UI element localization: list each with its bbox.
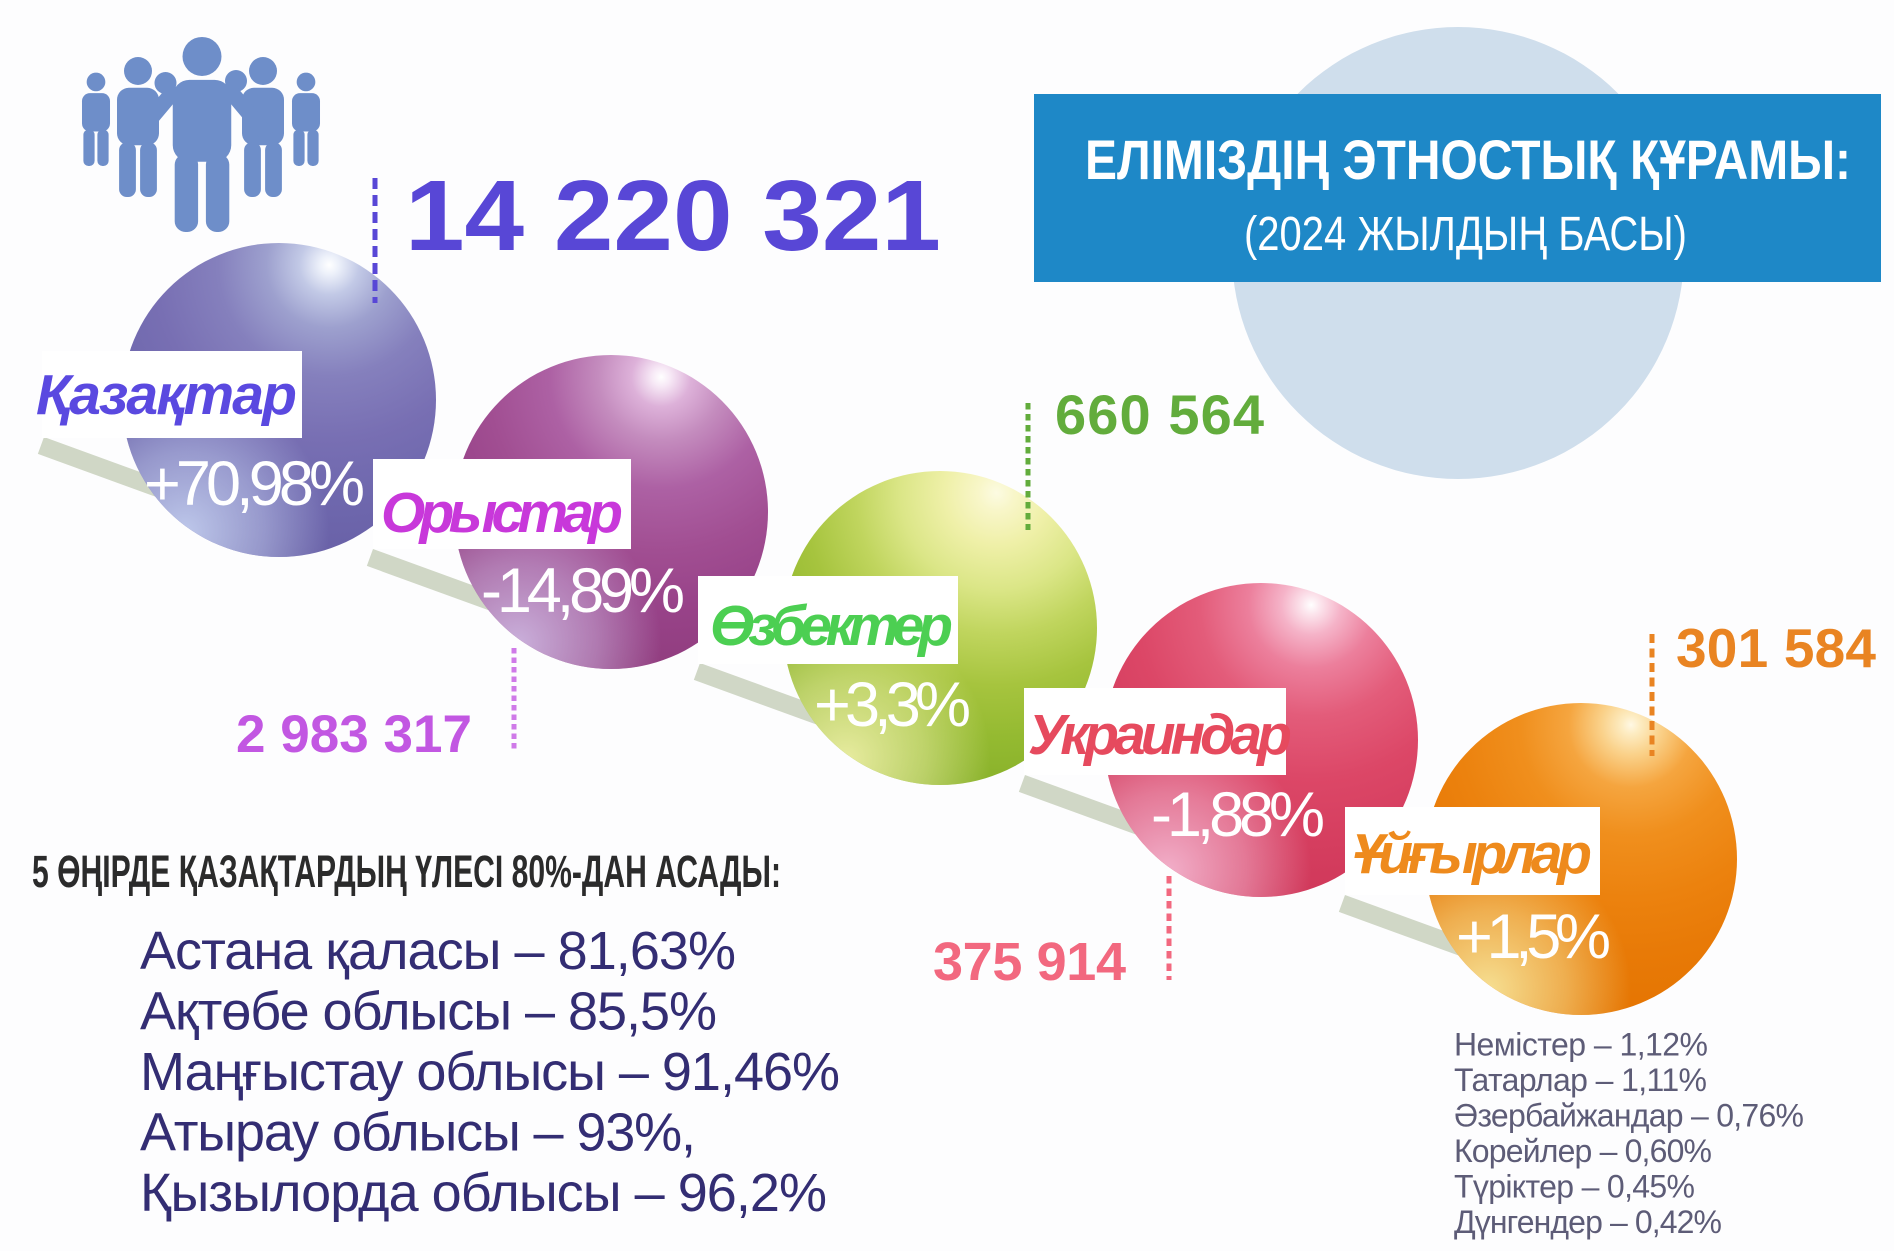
svg-text:ЕЛІМІЗДІҢ ЭТНОСТЫҚ ҚҰРАМЫ:: ЕЛІМІЗДІҢ ЭТНОСТЫҚ ҚҰРАМЫ:: [1085, 128, 1851, 191]
svg-text:5 ӨҢІРДЕ ҚАЗАҚТАРДЫҢ ҮЛЕСІ 80%: 5 ӨҢІРДЕ ҚАЗАҚТАРДЫҢ ҮЛЕСІ 80%-ДАН АСАДЫ…: [32, 846, 781, 897]
svg-text:375 914: 375 914: [933, 932, 1126, 992]
svg-text:Астана қаласы – 81,63%: Астана қаласы – 81,63%: [140, 921, 736, 981]
svg-text:+3,3%: +3,3%: [814, 670, 971, 740]
svg-text:Ұйғырлар: Ұйғырлар: [1352, 822, 1592, 886]
svg-text:Татарлар – 1,11%: Татарлар – 1,11%: [1454, 1062, 1707, 1098]
svg-text:2 983 317: 2 983 317: [236, 705, 472, 764]
svg-text:+1,5%: +1,5%: [1456, 902, 1611, 972]
svg-text:Ақтөбе облысы – 85,5%: Ақтөбе облысы – 85,5%: [140, 982, 717, 1042]
svg-text:Немістер – 1,12%: Немістер – 1,12%: [1454, 1027, 1708, 1063]
svg-text:Түріктер – 0,45%: Түріктер – 0,45%: [1454, 1169, 1695, 1205]
svg-text:301 584: 301 584: [1676, 617, 1876, 679]
svg-text:Украиндар: Украиндар: [1028, 703, 1292, 767]
svg-text:Дүнгендер – 0,42%: Дүнгендер – 0,42%: [1454, 1204, 1722, 1240]
svg-text:Корейлер – 0,60%: Корейлер – 0,60%: [1454, 1133, 1712, 1169]
svg-text:+70,98%: +70,98%: [144, 449, 365, 519]
svg-text:-14,89%: -14,89%: [481, 556, 685, 626]
svg-text:-1,88%: -1,88%: [1151, 780, 1325, 850]
svg-text:Әзербайжандар – 0,76%: Әзербайжандар – 0,76%: [1454, 1098, 1804, 1134]
svg-text:660 564: 660 564: [1055, 383, 1264, 446]
svg-text:Атырау облысы – 93%,: Атырау облысы – 93%,: [140, 1103, 696, 1163]
svg-text:Қазақтар: Қазақтар: [36, 363, 297, 427]
svg-text:Өзбектер: Өзбектер: [710, 594, 953, 658]
svg-text:(2024 ЖЫЛДЫҢ БАСЫ): (2024 ЖЫЛДЫҢ БАСЫ): [1244, 208, 1687, 261]
svg-text:14 220 321: 14 220 321: [405, 160, 941, 272]
svg-text:Қызылорда облысы – 96,2%: Қызылорда облысы – 96,2%: [140, 1163, 827, 1223]
svg-text:Орыстар: Орыстар: [381, 481, 623, 545]
svg-text:Маңғыстау облысы – 91,46%: Маңғыстау облысы – 91,46%: [140, 1042, 840, 1102]
